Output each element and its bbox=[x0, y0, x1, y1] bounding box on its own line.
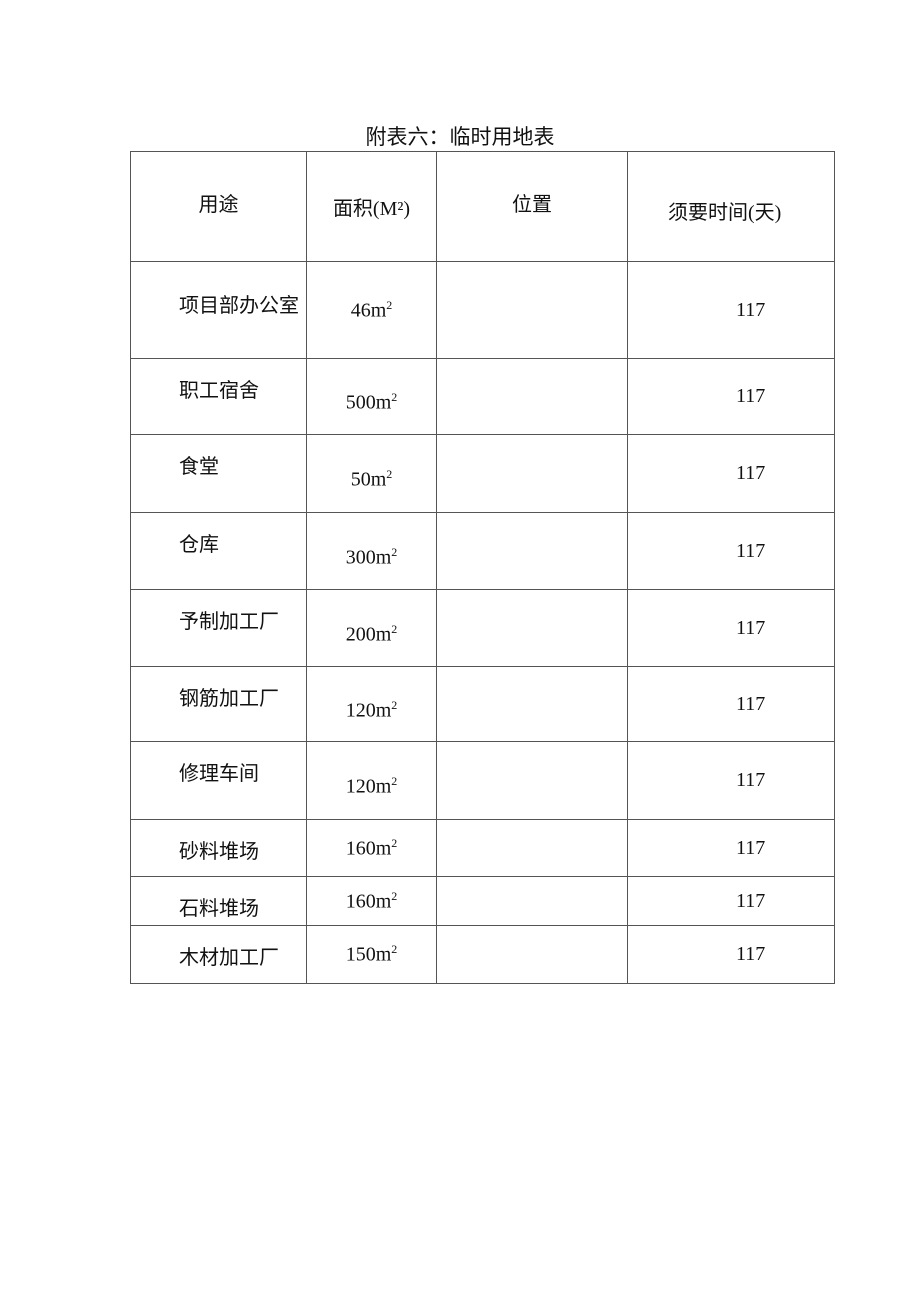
use-cell: 砂料堆场 bbox=[130, 819, 307, 877]
location-cell bbox=[436, 589, 628, 667]
use-cell: 职工宿舍 bbox=[130, 358, 307, 435]
location-cell bbox=[436, 666, 628, 742]
temporary-land-table: 用途 面积(M²) 位置 须要时间(天) 项目部办公室 46m2 117 职工宿舍 500m2 1… bbox=[130, 151, 835, 984]
header-row: 用途 面积(M²) 位置 须要时间(天) bbox=[130, 151, 835, 262]
days-cell: 117 bbox=[627, 261, 835, 359]
days-cell: 117 bbox=[627, 434, 835, 513]
table-row: 木材加工厂 150m2 117 bbox=[130, 925, 835, 984]
table-row: 予制加工厂 200m2 117 bbox=[130, 589, 835, 667]
area-cell: 160m2 bbox=[306, 819, 437, 877]
area-cell: 160m2 bbox=[306, 876, 437, 926]
area-cell: 50m2 bbox=[306, 434, 437, 513]
table-row: 食堂 50m2 117 bbox=[130, 434, 835, 513]
location-cell bbox=[436, 819, 628, 877]
location-cell bbox=[436, 512, 628, 590]
table-row: 钢筋加工厂 120m2 117 bbox=[130, 666, 835, 742]
area-cell: 150m2 bbox=[306, 925, 437, 984]
column-header: 面积(M²) bbox=[306, 151, 437, 262]
column-header: 用途 bbox=[130, 151, 307, 262]
days-cell: 117 bbox=[627, 741, 835, 820]
location-cell bbox=[436, 876, 628, 926]
use-cell: 石料堆场 bbox=[130, 876, 307, 926]
area-cell: 500m2 bbox=[306, 358, 437, 435]
location-cell bbox=[436, 741, 628, 820]
days-cell: 117 bbox=[627, 512, 835, 590]
use-cell: 木材加工厂 bbox=[130, 925, 307, 984]
area-cell: 120m2 bbox=[306, 666, 437, 742]
use-cell: 项目部办公室 bbox=[130, 261, 307, 359]
use-cell: 修理车间 bbox=[130, 741, 307, 820]
area-cell: 120m2 bbox=[306, 741, 437, 820]
table-row: 砂料堆场 160m2 117 bbox=[130, 819, 835, 877]
days-cell: 117 bbox=[627, 819, 835, 877]
table-row: 职工宿舍 500m2 117 bbox=[130, 358, 835, 435]
location-cell bbox=[436, 261, 628, 359]
days-cell: 117 bbox=[627, 358, 835, 435]
page-title: 附表六：临时用地表 bbox=[365, 125, 555, 149]
table-row: 项目部办公室 46m2 117 bbox=[130, 261, 835, 359]
days-cell: 117 bbox=[627, 925, 835, 984]
days-cell: 117 bbox=[627, 666, 835, 742]
area-cell: 300m2 bbox=[306, 512, 437, 590]
days-cell: 117 bbox=[627, 589, 835, 667]
use-cell: 钢筋加工厂 bbox=[130, 666, 307, 742]
table-row: 石料堆场 160m2 117 bbox=[130, 876, 835, 926]
location-cell bbox=[436, 925, 628, 984]
table-row: 修理车间 120m2 117 bbox=[130, 741, 835, 820]
use-cell: 食堂 bbox=[130, 434, 307, 513]
column-header: 须要时间(天) bbox=[627, 151, 835, 262]
column-header: 位置 bbox=[436, 151, 628, 262]
location-cell bbox=[436, 434, 628, 513]
location-cell bbox=[436, 358, 628, 435]
table-row: 仓库 300m2 117 bbox=[130, 512, 835, 590]
area-cell: 46m2 bbox=[306, 261, 437, 359]
use-cell: 仓库 bbox=[130, 512, 307, 590]
area-cell: 200m2 bbox=[306, 589, 437, 667]
days-cell: 117 bbox=[627, 876, 835, 926]
use-cell: 予制加工厂 bbox=[130, 589, 307, 667]
